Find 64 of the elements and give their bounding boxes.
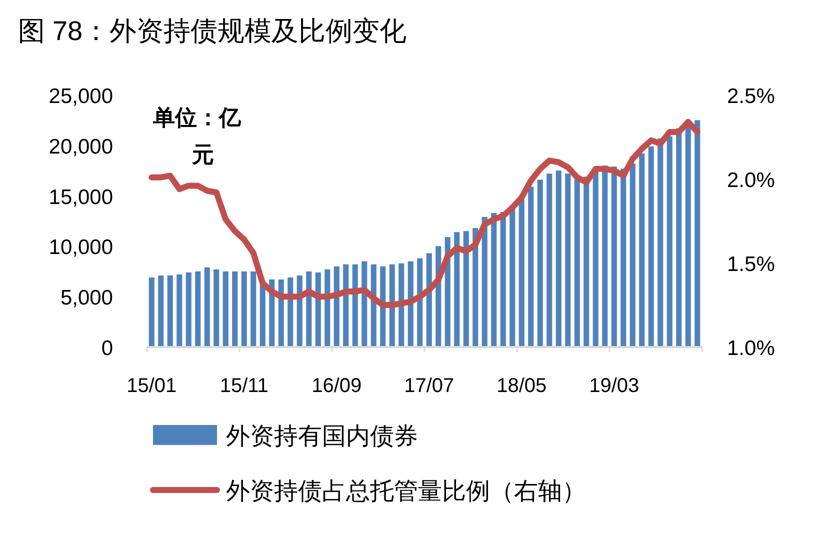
bar xyxy=(167,275,173,347)
y2-tick-label: 1.5% xyxy=(727,253,775,276)
bar xyxy=(666,136,672,347)
bar xyxy=(648,146,654,347)
y-tick-label: 10,000 xyxy=(48,236,113,260)
bar xyxy=(417,258,423,347)
x-tick-label: 19/03 xyxy=(589,375,640,397)
bar xyxy=(398,263,404,347)
bar xyxy=(546,174,552,347)
y2-tick-label: 2.5% xyxy=(727,85,775,108)
bar xyxy=(324,269,330,347)
bar xyxy=(186,272,192,347)
bar xyxy=(482,216,488,347)
bar xyxy=(537,180,543,347)
legend-label: 外资持有国内债券 xyxy=(226,423,418,450)
bar xyxy=(620,168,626,347)
bar xyxy=(176,274,182,347)
bar xyxy=(343,264,349,347)
bar xyxy=(518,198,524,347)
bar xyxy=(158,275,164,347)
chart-title: 图 78：外资持债规模及比例变化 xyxy=(18,16,407,46)
bar xyxy=(454,232,460,347)
bar xyxy=(630,164,636,347)
x-tick-label: 18/05 xyxy=(496,375,547,397)
bar xyxy=(611,166,617,347)
bar xyxy=(148,277,154,347)
bar xyxy=(214,269,220,347)
bar xyxy=(565,174,571,347)
bar xyxy=(362,261,368,347)
bar xyxy=(389,264,395,347)
bar xyxy=(574,180,580,347)
bar xyxy=(584,176,590,347)
bar xyxy=(602,166,608,347)
bar xyxy=(204,267,210,347)
y2-tick-label: 1.0% xyxy=(727,337,775,360)
y-tick-label: 25,000 xyxy=(48,85,113,108)
x-tick-label: 15/11 xyxy=(220,375,268,397)
x-tick-label: 17/07 xyxy=(404,375,454,397)
y-tick-label: 15,000 xyxy=(48,186,113,209)
bar xyxy=(639,153,645,347)
x-tick-label: 16/09 xyxy=(312,375,362,397)
y-tick-label: 20,000 xyxy=(48,135,113,158)
bar xyxy=(222,271,228,347)
bar xyxy=(694,120,700,347)
annotation: 单位：亿元 xyxy=(152,105,242,167)
bar xyxy=(241,271,247,347)
bar xyxy=(528,186,534,347)
bar xyxy=(556,170,562,347)
bar xyxy=(491,212,497,347)
bar xyxy=(676,128,682,347)
bar xyxy=(500,212,506,347)
y2-tick-label: 2.0% xyxy=(727,169,775,192)
bar xyxy=(352,264,358,347)
bar xyxy=(463,231,469,347)
bar xyxy=(232,271,238,347)
x-tick-label: 15/01 xyxy=(126,375,177,397)
bar xyxy=(250,271,256,347)
bar xyxy=(195,271,201,347)
y-tick-label: 0 xyxy=(101,337,113,360)
legend-label: 外资持债占总托管量比例（右轴） xyxy=(226,478,586,505)
bar xyxy=(334,266,340,347)
bar xyxy=(408,261,414,347)
y-tick-label: 5,000 xyxy=(60,286,113,310)
bar xyxy=(658,138,664,347)
